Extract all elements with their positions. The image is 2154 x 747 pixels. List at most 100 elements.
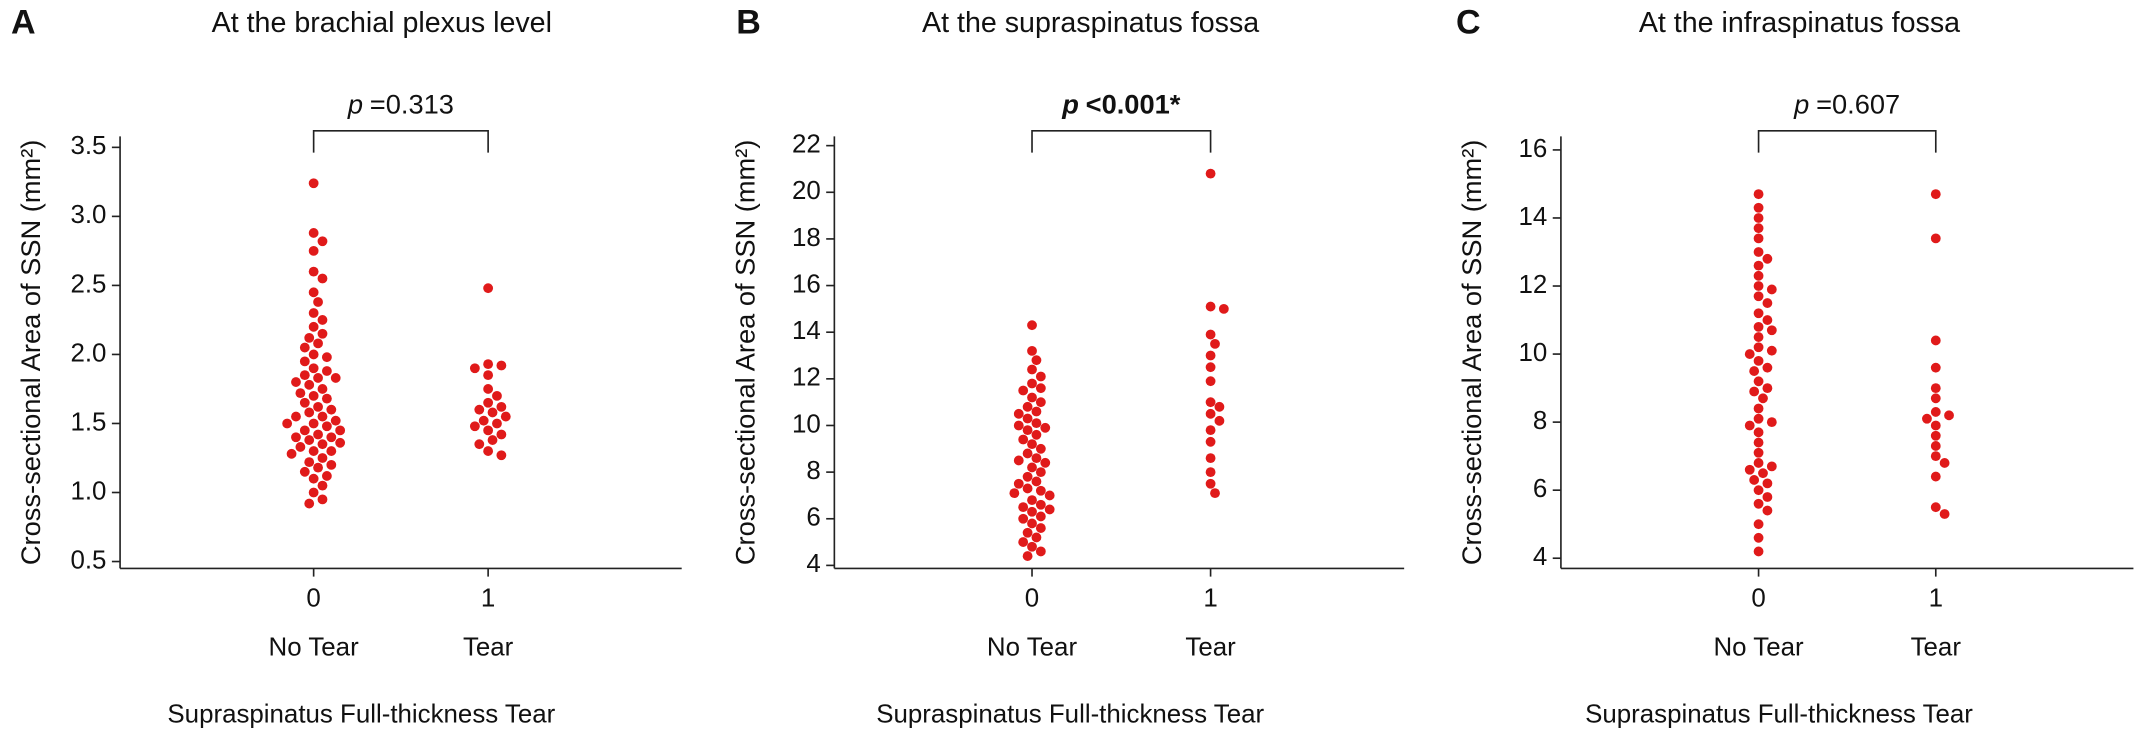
data-point bbox=[1031, 532, 1042, 543]
data-point bbox=[1031, 476, 1042, 487]
data-point bbox=[1762, 315, 1773, 325]
p-symbol: p bbox=[347, 89, 363, 120]
data-point bbox=[1022, 527, 1033, 538]
data-point bbox=[1753, 437, 1764, 448]
data-point bbox=[1205, 408, 1216, 419]
data-point bbox=[1766, 345, 1777, 356]
data-point bbox=[1744, 349, 1755, 359]
data-point bbox=[321, 471, 332, 481]
data-point bbox=[1205, 350, 1216, 361]
data-point bbox=[1749, 386, 1760, 397]
data-point bbox=[308, 349, 319, 360]
data-point bbox=[299, 397, 310, 408]
data-point bbox=[1744, 464, 1755, 475]
data-point bbox=[1930, 335, 1941, 346]
y-tick-label: 3.5 bbox=[70, 132, 106, 160]
p-text: <0.001* bbox=[1086, 89, 1181, 120]
x-category-label: No Tear bbox=[987, 634, 1078, 662]
data-point bbox=[496, 401, 507, 412]
data-point bbox=[1766, 284, 1777, 295]
data-point bbox=[1205, 397, 1216, 408]
data-point bbox=[304, 407, 315, 418]
data-point bbox=[1944, 410, 1954, 421]
data-point bbox=[308, 308, 319, 318]
data-point bbox=[326, 446, 337, 456]
data-point bbox=[1205, 168, 1216, 179]
data-point bbox=[317, 328, 328, 339]
significance-bracket bbox=[1031, 130, 1212, 153]
data-point bbox=[1031, 429, 1042, 440]
data-point bbox=[1027, 345, 1037, 356]
data-point bbox=[1766, 461, 1777, 472]
data-point bbox=[1027, 462, 1037, 473]
y-tick-label: 3.0 bbox=[70, 201, 106, 229]
data-point bbox=[282, 418, 293, 429]
data-point bbox=[1753, 519, 1764, 530]
data-point bbox=[308, 487, 319, 498]
data-point bbox=[1753, 458, 1764, 468]
data-point bbox=[1022, 401, 1033, 412]
data-point bbox=[1762, 383, 1773, 394]
data-point bbox=[1930, 502, 1941, 513]
data-point bbox=[304, 379, 315, 390]
data-point bbox=[1762, 505, 1773, 516]
data-point bbox=[308, 228, 319, 238]
data-point bbox=[1753, 270, 1764, 281]
data-point bbox=[487, 435, 498, 445]
data-point bbox=[1930, 451, 1941, 462]
data-point bbox=[1044, 490, 1055, 501]
y-tick-label: 12 bbox=[792, 364, 821, 392]
data-point bbox=[1214, 401, 1225, 412]
y-axis-label: Cross-sectional Area of SSN (mm²) bbox=[15, 140, 46, 566]
data-point bbox=[483, 397, 494, 408]
data-point bbox=[1753, 355, 1764, 366]
data-point bbox=[317, 384, 328, 394]
y-axis-label: Cross-sectional Area of SSN (mm²) bbox=[729, 140, 760, 566]
data-point bbox=[313, 401, 323, 412]
data-point bbox=[1205, 362, 1216, 373]
data-point bbox=[1035, 523, 1046, 533]
data-point bbox=[1766, 325, 1777, 336]
data-point bbox=[1753, 233, 1764, 244]
y-tick-label: 10 bbox=[1519, 339, 1548, 367]
data-point bbox=[1753, 189, 1764, 200]
data-point bbox=[1027, 541, 1037, 552]
data-point bbox=[1753, 447, 1764, 458]
data-point bbox=[313, 297, 323, 307]
data-point bbox=[308, 446, 319, 456]
chart-title: At the infraspinatus fossa bbox=[1639, 7, 1960, 39]
chart-title: At the supraspinatus fossa bbox=[922, 7, 1259, 39]
data-point bbox=[1027, 320, 1037, 331]
data-point bbox=[321, 366, 332, 376]
data-point bbox=[308, 245, 319, 256]
data-point bbox=[330, 415, 341, 426]
data-point bbox=[1035, 371, 1046, 382]
data-point bbox=[299, 425, 310, 436]
data-point bbox=[1040, 457, 1051, 468]
data-point bbox=[1753, 308, 1764, 319]
y-tick-label: 14 bbox=[792, 317, 821, 345]
data-point bbox=[291, 411, 301, 422]
data-point bbox=[308, 266, 319, 277]
data-point bbox=[469, 363, 480, 374]
data-point bbox=[1930, 383, 1941, 394]
p-symbol: p bbox=[1793, 89, 1809, 120]
data-point bbox=[1027, 378, 1037, 389]
data-point bbox=[1205, 301, 1216, 312]
data-point bbox=[1022, 471, 1033, 482]
data-point bbox=[308, 390, 319, 401]
data-point bbox=[1762, 492, 1773, 502]
data-point bbox=[1753, 427, 1764, 438]
data-point bbox=[1753, 260, 1764, 271]
data-point bbox=[1035, 443, 1046, 454]
data-point bbox=[1753, 332, 1764, 342]
data-point bbox=[1205, 453, 1216, 464]
data-point bbox=[1031, 355, 1042, 366]
data-point bbox=[1749, 475, 1760, 485]
x-tick-label: 1 bbox=[1929, 585, 1943, 613]
y-tick-label: 6 bbox=[1533, 475, 1547, 503]
data-point bbox=[483, 283, 494, 294]
data-point bbox=[299, 466, 310, 477]
p-symbol: p bbox=[1061, 89, 1079, 120]
